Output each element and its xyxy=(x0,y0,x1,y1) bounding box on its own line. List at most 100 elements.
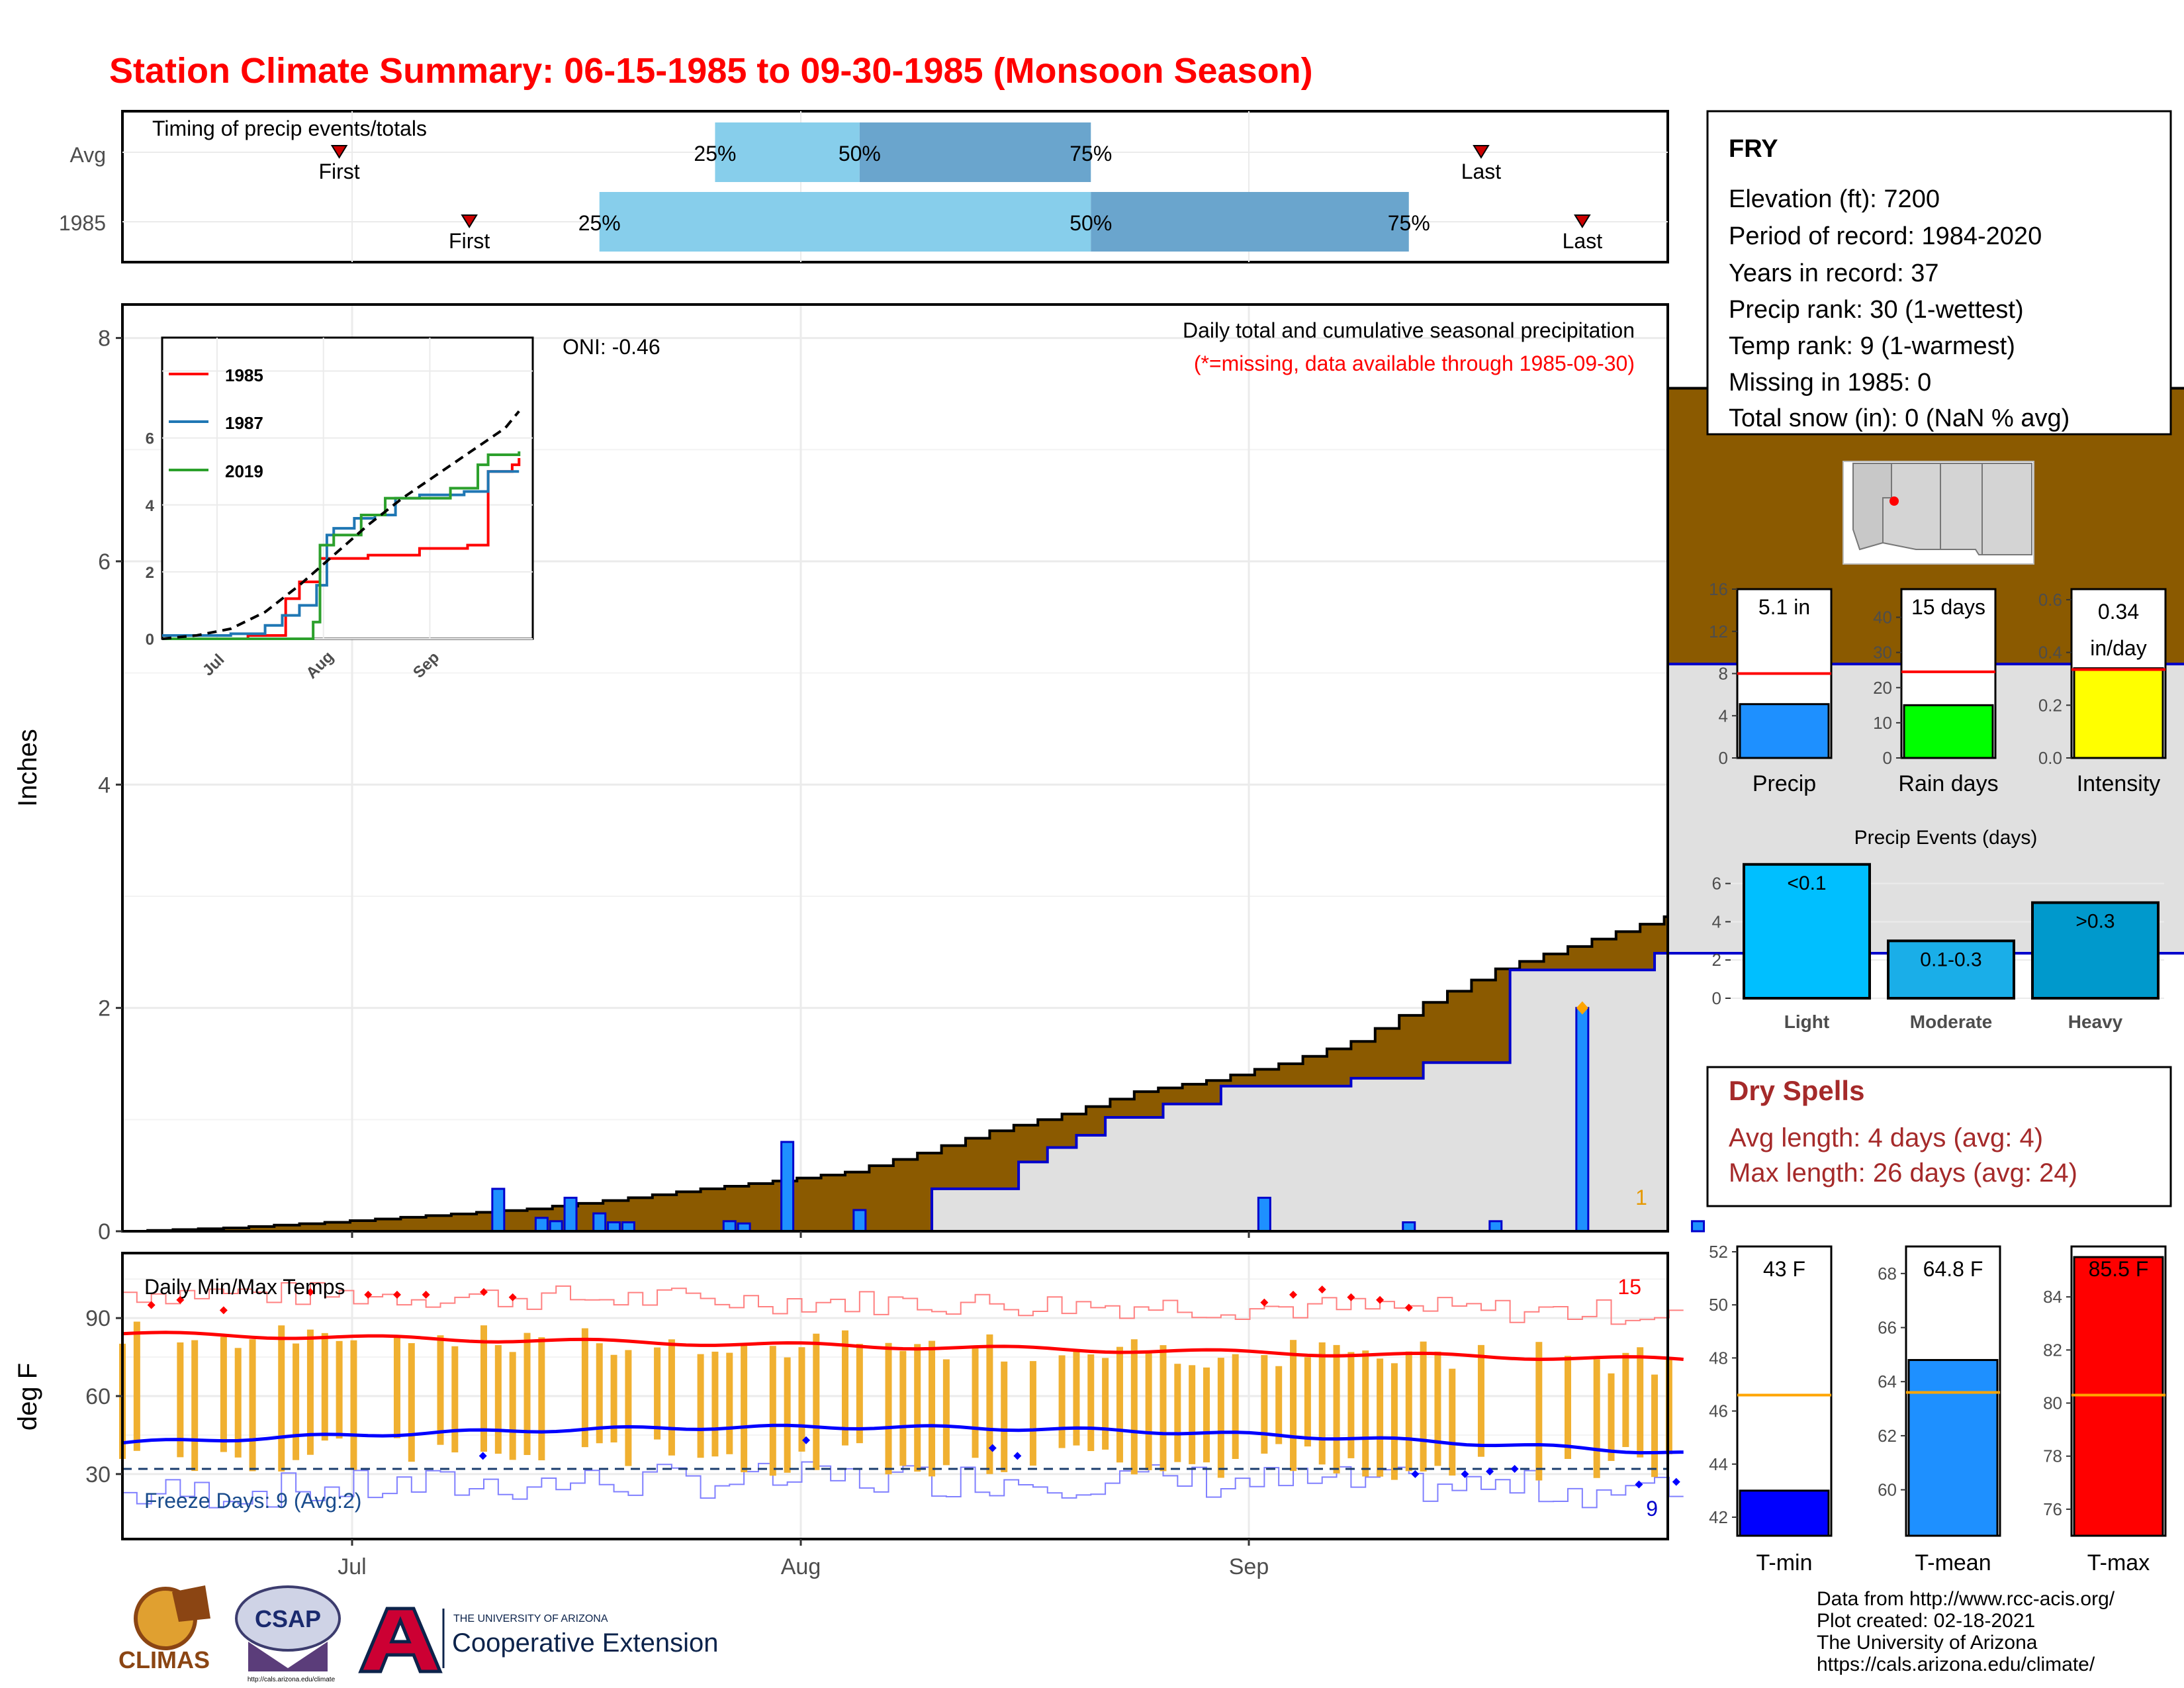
record-high-line xyxy=(122,1282,1684,1325)
record-high-marker xyxy=(1404,1303,1413,1312)
daily-precip-bar xyxy=(607,1221,621,1233)
footer-plot-date: Plot created: 02-18-2021 xyxy=(1817,1610,2035,1632)
precip-panel: 0 2 4 6 8 Inches Daily total and cumulative … xyxy=(13,303,2184,1244)
temp-panel-title: Daily Min/Max Temps xyxy=(144,1275,345,1299)
daily-temp-range-bar xyxy=(1449,1368,1456,1476)
station-elevation: Elevation (ft): 7200 xyxy=(1729,185,1940,213)
tmean-ytick-label: 68 xyxy=(1878,1264,1897,1284)
daily-temp-range-bar xyxy=(1145,1353,1152,1470)
events-ytick-label: 4 xyxy=(1712,912,1721,931)
daily-temp-range-bar xyxy=(596,1343,603,1444)
tmean-value-label: 64.8 F xyxy=(1923,1257,1983,1281)
precip-ytick-label: 0 xyxy=(1719,748,1728,768)
precip-ytick-label: 8 xyxy=(98,326,111,352)
tmin-value-label: 43 F xyxy=(1763,1257,1805,1281)
ua-logo: THE UNIVERSITY OF ARIZONA Cooperative Ex… xyxy=(358,1607,718,1673)
daily-temp-range-bar xyxy=(220,1336,227,1452)
daily-temp-range-bar xyxy=(1651,1374,1659,1477)
daily-temp-range-bar xyxy=(538,1337,545,1461)
timing-row-label-year: 1985 xyxy=(59,211,106,235)
daily-temp-range-bar xyxy=(856,1344,863,1444)
intensity-ytick-label: 0.0 xyxy=(2038,748,2062,768)
daily-temp-range-bar xyxy=(1304,1357,1311,1447)
timing-bar-25-50 xyxy=(715,122,860,182)
inset-series-1987 xyxy=(162,470,520,637)
daily-temp-range-bar xyxy=(711,1351,719,1457)
daily-temp-range-bar xyxy=(234,1348,242,1458)
station-name: FRY xyxy=(1729,135,1778,163)
daily-precip-bar xyxy=(491,1188,506,1233)
timing-panel: 25% 50% 75% First Last 25% 50% 75% First Last Tim… xyxy=(59,110,1669,263)
daily-temp-range-bar xyxy=(437,1335,444,1445)
climas-logo-text: CLIMAS xyxy=(118,1646,210,1673)
daily-precip-bar xyxy=(549,1220,563,1233)
daily-temp-range-bar xyxy=(1535,1342,1543,1481)
tmax-ytick-label: 76 xyxy=(2043,1499,2062,1519)
raindays-value-bar xyxy=(1903,704,1994,759)
daily-temp-range-bar xyxy=(986,1334,993,1474)
daily-temp-range-bar xyxy=(741,1344,748,1473)
footer-credits: Data from http://www.rcc-acis.org/ Plot … xyxy=(1817,1588,2115,1675)
intensity-value-label: 0.34 xyxy=(2098,600,2139,624)
tmin-value-bar xyxy=(1739,1489,1830,1537)
daily-temp-range-bar xyxy=(523,1333,531,1456)
inset-ytick-label: 0 xyxy=(146,631,154,649)
daily-temp-range-bar xyxy=(509,1352,516,1460)
events-bar-light xyxy=(1743,863,1871,1000)
footer-university: The University of Arizona xyxy=(1817,1632,2038,1654)
record-high-marker xyxy=(306,1288,314,1296)
record-high-marker xyxy=(422,1290,430,1299)
precip-panel-title: Daily total and cumulative seasonal prec… xyxy=(1183,318,1635,342)
daily-temp-range-bar xyxy=(1058,1355,1066,1448)
precip-events-chart: Precip Events (days) 0 2 4 6 <0.1 Light 0.1-0.… xyxy=(1712,827,2164,1032)
daily-temp-range-bar xyxy=(1275,1366,1283,1444)
daily-temp-range-bar xyxy=(1174,1364,1181,1462)
daily-temp-range-bar xyxy=(1029,1361,1036,1466)
last-event-marker xyxy=(1473,145,1490,159)
daily-temp-range-bar xyxy=(1347,1352,1355,1458)
record-high-marker xyxy=(508,1293,517,1301)
intensity-ytick-label: 0.4 xyxy=(2038,643,2062,663)
max-precip-marker xyxy=(1576,1001,1588,1015)
precip-panel-subtitle: (*=missing, data available through 1985-… xyxy=(1194,352,1635,375)
daily-temp-range-bar xyxy=(972,1348,979,1458)
tmax-value-label: 85.5 F xyxy=(2089,1257,2149,1281)
tmin-ytick-label: 52 xyxy=(1709,1242,1728,1262)
timing-row-label-avg: Avg xyxy=(69,143,106,167)
first-event-marker xyxy=(461,214,478,228)
daily-precip-bar xyxy=(852,1209,867,1233)
timing-bar-50-75 xyxy=(859,122,1091,182)
daily-temp-range-bar xyxy=(1420,1341,1427,1472)
events-bar-label: >0.3 xyxy=(2075,911,2115,933)
record-high-marker xyxy=(480,1288,488,1296)
last-event-label: Last xyxy=(1563,229,1603,253)
tmax-ytick-label: 78 xyxy=(2043,1446,2062,1466)
daily-temp-range-bar xyxy=(1318,1342,1326,1465)
daily-temp-range-bar xyxy=(625,1350,632,1466)
ua-a-icon xyxy=(358,1607,443,1673)
daily-precip-bar xyxy=(592,1212,607,1233)
record-low-marker xyxy=(1672,1477,1680,1486)
record-low-marker xyxy=(1510,1464,1519,1473)
raindays-ytick-label: 20 xyxy=(1873,678,1892,698)
daily-temp-range-bar xyxy=(769,1346,776,1476)
dry-spells-avg: Avg length: 4 days (avg: 4) xyxy=(1729,1123,2043,1152)
daily-precip-bar xyxy=(534,1217,549,1233)
raindays-ytick-label: 10 xyxy=(1873,713,1892,733)
intensity-axis-label: Intensity xyxy=(2077,771,2161,796)
daily-temp-range-bar xyxy=(581,1328,588,1448)
events-category-label: Heavy xyxy=(2068,1011,2123,1032)
precip-value-label: 5.1 in xyxy=(1758,595,1810,619)
daily-temp-range-bar xyxy=(1637,1347,1644,1458)
tmin-ytick-label: 44 xyxy=(1709,1454,1728,1474)
tmean-ytick-label: 60 xyxy=(1878,1480,1897,1500)
record-high-marker xyxy=(1347,1293,1355,1301)
first-event-label: First xyxy=(449,229,490,253)
precip-ytick-label: 0 xyxy=(98,1219,111,1244)
events-ytick-label: 2 xyxy=(1712,950,1721,970)
daily-temp-range-bar xyxy=(1102,1358,1109,1450)
station-snow: Total snow (in): 0 (NaN % avg) xyxy=(1729,404,2070,432)
daily-temp-range-bar xyxy=(249,1339,256,1472)
daily-temp-range-bar xyxy=(1232,1354,1239,1459)
